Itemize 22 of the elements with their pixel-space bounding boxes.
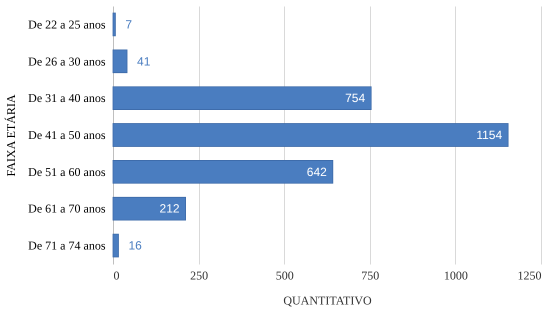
x-axis-title: QUANTITATIVO bbox=[283, 294, 372, 308]
data-label: 16 bbox=[128, 238, 142, 253]
y-tick-label: De 26 a 30 anos bbox=[28, 54, 106, 68]
y-tick-label: De 22 a 25 anos bbox=[28, 17, 106, 32]
x-tick-label: 0 bbox=[114, 268, 120, 282]
data-label: 41 bbox=[137, 54, 151, 68]
data-label: 754 bbox=[345, 91, 366, 106]
y-tick-label: De 31 a 40 anos bbox=[28, 91, 106, 106]
y-tick-label: De 71 a 74 anos bbox=[28, 238, 106, 253]
y-tick-label: De 51 a 60 anos bbox=[28, 164, 106, 179]
data-label: 212 bbox=[160, 202, 180, 216]
x-tick-label: 750 bbox=[361, 268, 380, 282]
data-label: 642 bbox=[306, 164, 328, 179]
data-label: 7 bbox=[125, 17, 132, 32]
y-tick-label: De 41 a 50 anos bbox=[28, 128, 106, 142]
data-label: 1154 bbox=[476, 128, 502, 142]
x-tick-label: 500 bbox=[276, 268, 294, 282]
x-tick-label: 1250 bbox=[518, 268, 542, 282]
x-tick-label: 250 bbox=[190, 268, 208, 282]
y-tick-label: De 61 a 70 anos bbox=[28, 202, 106, 216]
x-tick-label: 1000 bbox=[444, 268, 468, 282]
y-axis-title: FAIXA ETÁRIA bbox=[4, 94, 18, 177]
